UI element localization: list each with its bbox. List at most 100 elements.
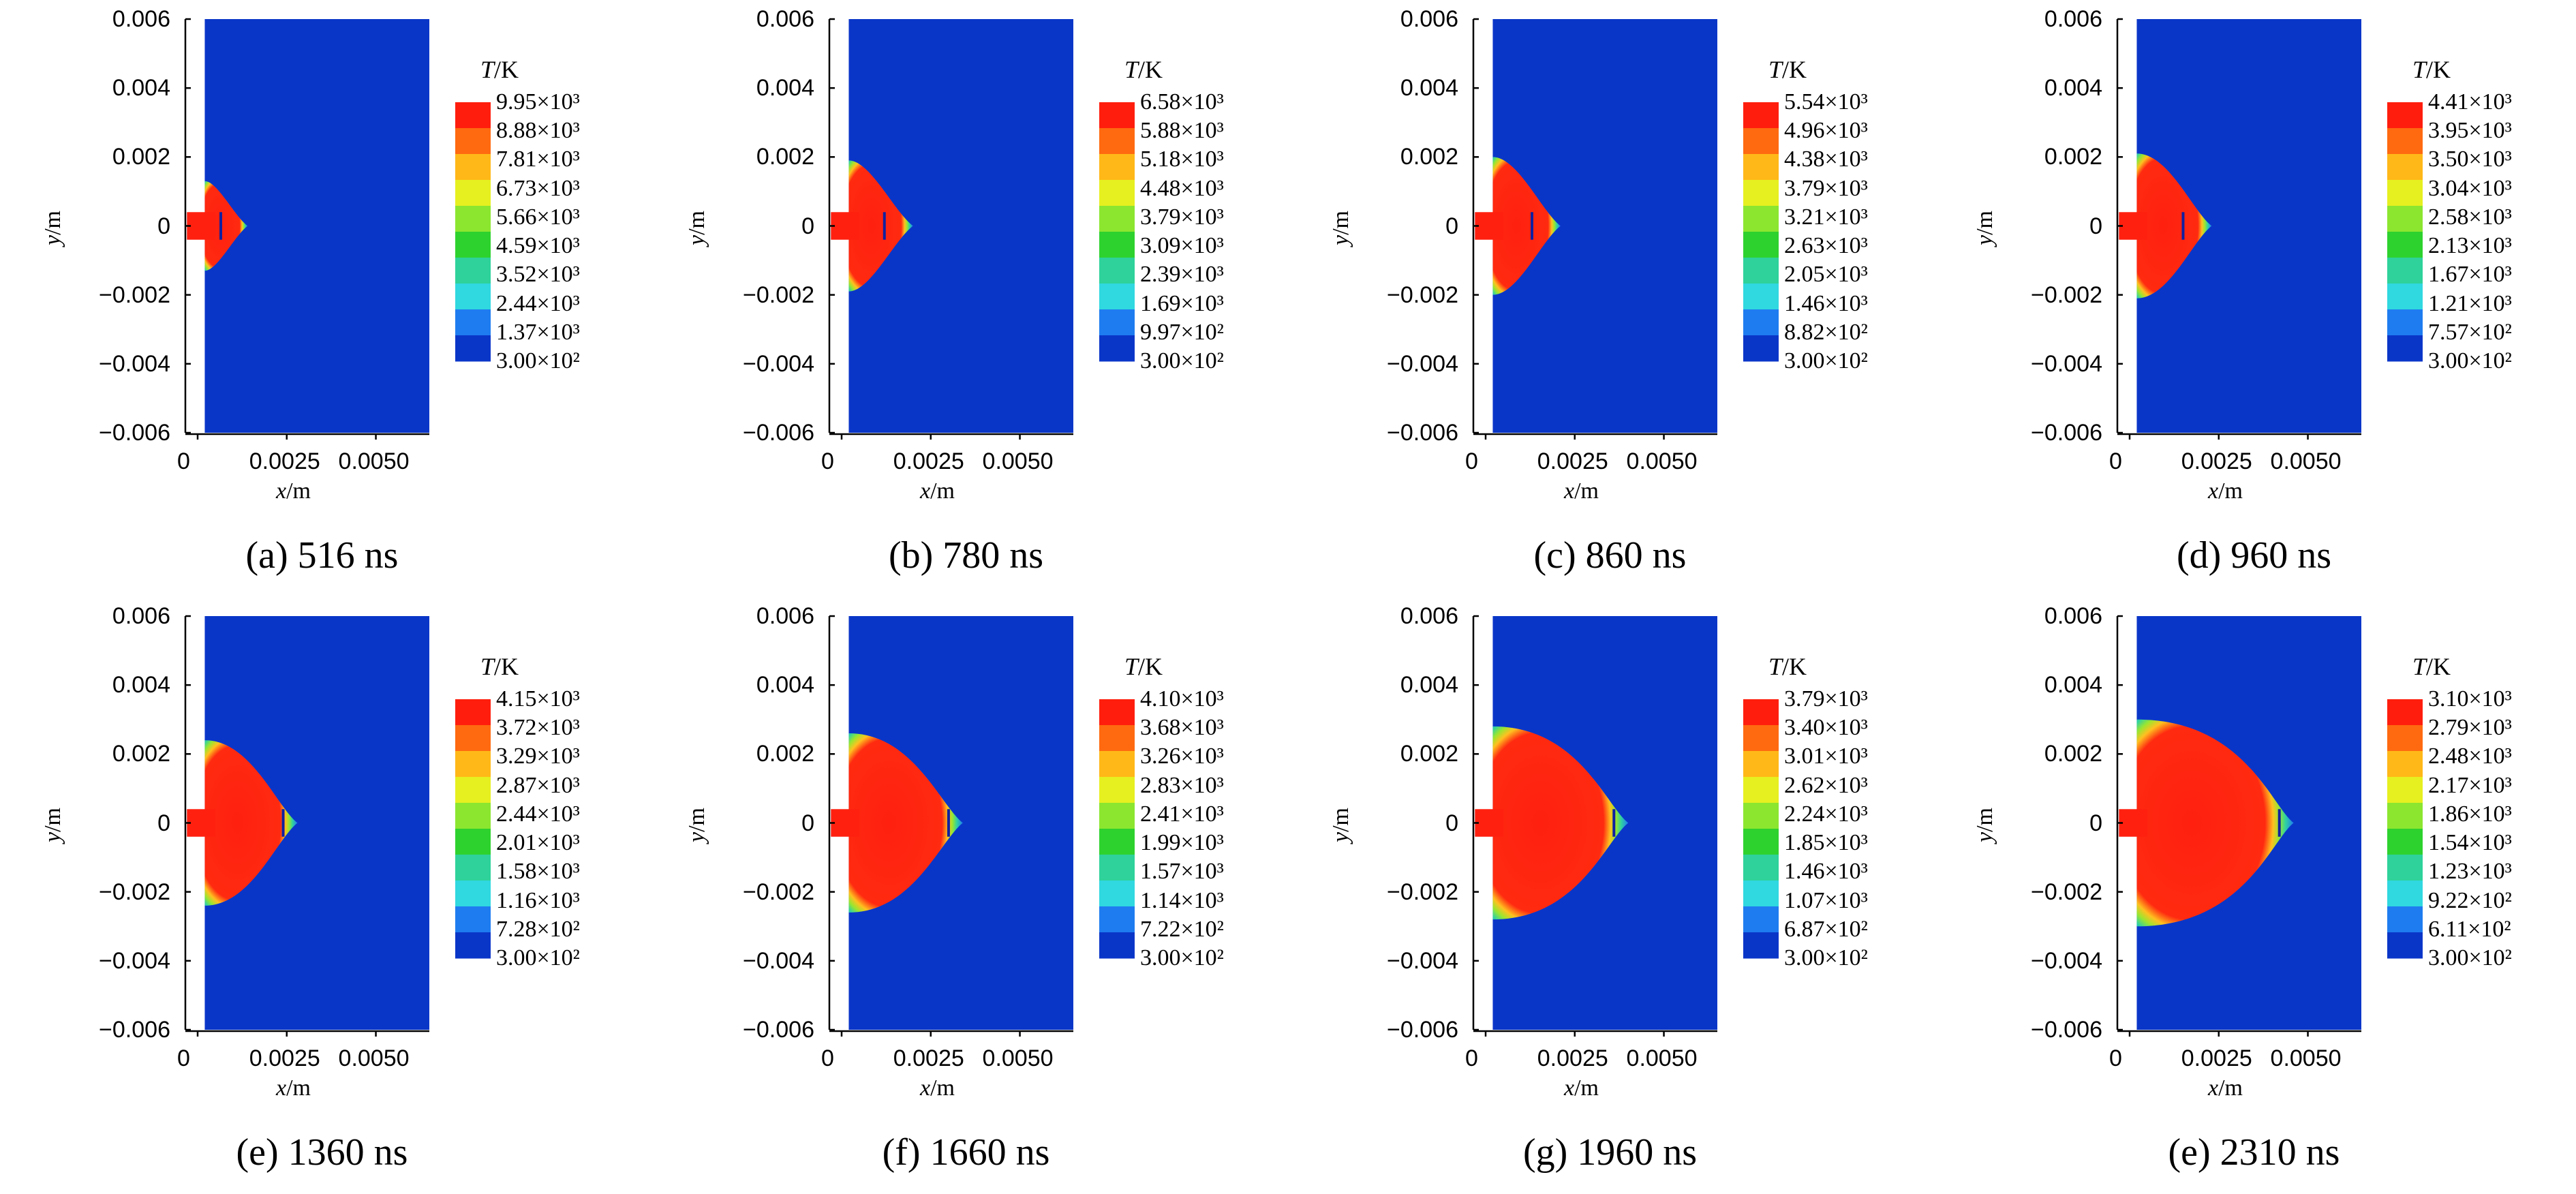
colorbar-tick-label: 3.21×10³ bbox=[1784, 204, 1868, 230]
colorbar-segment bbox=[1099, 855, 1135, 881]
panel-caption: (f) 1660 ns bbox=[882, 1131, 1050, 1174]
y-tick-label: −0.006 bbox=[1387, 420, 1458, 446]
colorbar-segment bbox=[2387, 855, 2423, 881]
y-tick-label: 0.006 bbox=[756, 6, 814, 32]
colorbar-tick-label: 1.99×10³ bbox=[1140, 830, 1224, 856]
x-var: x bbox=[2208, 478, 2219, 504]
colorbar-segment bbox=[2387, 777, 2423, 803]
colorbar-tick-label: 1.58×10³ bbox=[496, 859, 580, 885]
colorbar-segment bbox=[455, 932, 491, 959]
x-tick-label: 0 bbox=[2109, 1045, 2122, 1071]
colorbar-segment bbox=[455, 206, 491, 232]
panel-caption: (b) 780 ns bbox=[888, 534, 1044, 577]
hot-zone bbox=[1492, 157, 1561, 295]
colorbar-tick-label: 3.04×10³ bbox=[2428, 175, 2512, 201]
y-tick-label: 0.004 bbox=[2044, 75, 2102, 102]
y-tick-label: −0.002 bbox=[743, 878, 814, 905]
hot-zone bbox=[204, 740, 298, 906]
colorbar-tick-label: 4.96×10³ bbox=[1784, 118, 1868, 144]
colorbar-segment bbox=[455, 699, 491, 726]
y-tick-label: 0.006 bbox=[2044, 6, 2102, 32]
y-tick-label: 0 bbox=[2089, 213, 2102, 239]
colorbar-segment bbox=[1099, 206, 1135, 232]
y-tick-label: −0.006 bbox=[743, 1017, 814, 1043]
hot-zone bbox=[848, 160, 913, 292]
colorbar-segment bbox=[1743, 309, 1779, 336]
y-tick-label: 0.006 bbox=[2044, 603, 2102, 629]
colorbar-tick-label: 3.09×10³ bbox=[1140, 233, 1224, 259]
colorbar-segment bbox=[1743, 751, 1779, 778]
colorbar-segment bbox=[2387, 206, 2423, 232]
colorbar-tick-label: 1.37×10³ bbox=[496, 319, 580, 345]
y-var: y bbox=[1972, 234, 1997, 245]
colorbar-segment bbox=[1743, 335, 1779, 362]
colorbar-title: T/K bbox=[1768, 55, 1807, 85]
plot-svg bbox=[184, 615, 491, 1037]
x-unit: /m bbox=[286, 1075, 311, 1101]
colorbar-tick-label: 2.39×10³ bbox=[1140, 262, 1224, 288]
colorbar-var: T bbox=[1768, 653, 1783, 680]
colorbar-segment bbox=[1743, 932, 1779, 959]
y-tick-label: 0 bbox=[1445, 213, 1458, 239]
colorbar-segment bbox=[2387, 906, 2423, 933]
colorbar-tick-label: 3.00×10² bbox=[1140, 945, 1224, 970]
colorbar-segment bbox=[1743, 803, 1779, 829]
y-unit: /m bbox=[40, 808, 65, 832]
x-var: x bbox=[276, 1075, 287, 1101]
colorbar-tick-label: 3.79×10³ bbox=[1784, 686, 1868, 711]
colorbar-tick-label: 2.79×10³ bbox=[2428, 715, 2512, 741]
x-axis-label: x/m bbox=[920, 1075, 955, 1102]
x-tick-label: 0.0050 bbox=[338, 448, 410, 474]
colorbar-tick-label: 6.73×10³ bbox=[496, 175, 580, 201]
y-tick-label: −0.002 bbox=[743, 281, 814, 308]
colorbar-segment bbox=[1099, 258, 1135, 284]
x-tick-label: 0.0050 bbox=[338, 1045, 410, 1071]
y-tick-label: 0.004 bbox=[112, 75, 170, 102]
colorbar-segment bbox=[1099, 906, 1135, 933]
colorbar-tick-label: 4.48×10³ bbox=[1140, 175, 1224, 201]
colorbar-segment bbox=[1099, 751, 1135, 778]
x-axis-label: x/m bbox=[276, 1075, 311, 1102]
colorbar-segment bbox=[455, 881, 491, 907]
colorbar-tick-label: 6.11×10² bbox=[2428, 916, 2511, 942]
y-tick-label: 0.004 bbox=[1400, 75, 1458, 102]
electrode-stub bbox=[2119, 809, 2148, 837]
y-tick-label: −0.006 bbox=[2031, 1017, 2102, 1043]
y-tick-label: 0.004 bbox=[112, 672, 170, 699]
y-unit: /m bbox=[1972, 211, 1997, 235]
y-tick-label: −0.006 bbox=[2031, 420, 2102, 446]
y-tick-label: 0.004 bbox=[756, 672, 814, 699]
colorbar-segment bbox=[1743, 180, 1779, 206]
colorbar-tick-label: 3.26×10³ bbox=[1140, 744, 1224, 769]
colorbar-segment bbox=[1743, 725, 1779, 752]
plot-svg bbox=[828, 615, 1135, 1037]
colorbar-segment bbox=[1099, 154, 1135, 181]
electrode-stub bbox=[1475, 212, 1504, 240]
x-axis-label: x/m bbox=[1564, 478, 1599, 505]
colorbar-tick-label: 9.97×10² bbox=[1140, 319, 1224, 345]
colorbar-tick-label: 9.22×10² bbox=[2428, 887, 2512, 913]
x-tick-label: 0 bbox=[177, 1045, 190, 1071]
y-tick-label: 0.004 bbox=[1400, 672, 1458, 699]
colorbar-tick-label: 1.16×10³ bbox=[496, 887, 580, 913]
colorbar-segment bbox=[1099, 335, 1135, 362]
colorbar-title: T/K bbox=[1124, 652, 1163, 682]
colorbar-segment bbox=[1099, 128, 1135, 155]
colorbar-unit: /K bbox=[494, 56, 519, 83]
colorbar-tick-label: 1.07×10³ bbox=[1784, 887, 1868, 913]
colorbar-tick-label: 1.21×10³ bbox=[2428, 290, 2512, 316]
colorbar-segment bbox=[2387, 128, 2423, 155]
colorbar-title: T/K bbox=[2412, 652, 2451, 682]
x-tick-label: 0.0050 bbox=[1626, 1045, 1698, 1071]
y-var: y bbox=[40, 234, 65, 245]
plot-svg bbox=[1472, 615, 1779, 1037]
colorbar-segment bbox=[2387, 232, 2423, 258]
colorbar-tick-label: 3.00×10² bbox=[496, 348, 580, 373]
colorbar-segment bbox=[455, 309, 491, 336]
colorbar-segment bbox=[1099, 803, 1135, 829]
colorbar-segment bbox=[2387, 829, 2423, 855]
colorbar-tick-label: 4.59×10³ bbox=[496, 233, 580, 259]
y-axis-label: y/m bbox=[684, 211, 711, 245]
colorbar-segment bbox=[455, 232, 491, 258]
colorbar-segment bbox=[1743, 284, 1779, 310]
